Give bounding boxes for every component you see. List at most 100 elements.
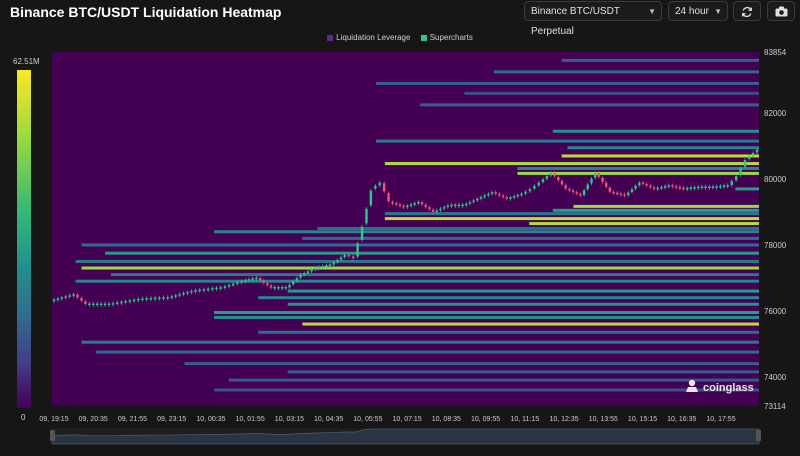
candle-body: [689, 187, 693, 190]
candle-body: [317, 266, 321, 269]
candle-body: [586, 184, 589, 190]
candle-body: [310, 269, 313, 272]
y-tick-label: 76000: [764, 307, 787, 316]
candle-body: [347, 254, 350, 257]
candle-body: [457, 204, 461, 207]
candle-body: [251, 278, 254, 280]
liquidation-band: [517, 166, 759, 170]
candle-body: [545, 176, 549, 179]
candle-body: [374, 185, 377, 189]
colorscale-min-label: 0: [21, 413, 26, 422]
candle-body: [141, 298, 144, 300]
liquidation-band: [376, 81, 759, 85]
candle-body: [244, 280, 247, 282]
y-tick-label: 78000: [764, 241, 787, 250]
liquidation-band: [317, 226, 759, 230]
candle-body: [641, 182, 645, 184]
candle-body: [291, 281, 295, 285]
liquidation-band: [214, 315, 760, 319]
refresh-button[interactable]: [733, 1, 761, 21]
candle-body: [715, 186, 718, 188]
chevron-down-icon: ▼: [648, 7, 656, 16]
candle-body: [533, 185, 536, 189]
x-tick-label: 10, 05:55: [353, 416, 382, 423]
candle-body: [553, 172, 556, 177]
candle-body: [378, 182, 381, 186]
candle-body: [413, 203, 416, 205]
candle-body: [240, 281, 243, 283]
candle-body: [674, 186, 678, 188]
candle-body: [365, 208, 368, 224]
candle-body: [704, 186, 707, 189]
liquidation-band: [110, 273, 759, 277]
candle-body: [402, 205, 405, 208]
liquidation-band: [105, 251, 759, 255]
candle-body: [162, 297, 165, 299]
liquidation-band: [573, 204, 759, 208]
screenshot-button[interactable]: [767, 1, 795, 21]
candle-body: [472, 200, 475, 203]
legend-item-liquidation-leverage[interactable]: Liquidation Leverage: [327, 33, 410, 42]
candle-body: [439, 208, 442, 211]
candle-body: [88, 303, 91, 306]
y-tick-label: 83854: [764, 48, 787, 57]
x-tick-label: 10, 00:35: [196, 416, 225, 423]
legend-item-supercharts[interactable]: Supercharts: [420, 33, 473, 42]
candle-body: [549, 172, 553, 176]
candle-body: [708, 186, 711, 189]
candle-body: [739, 168, 742, 175]
navigator-handle-left[interactable]: [50, 430, 55, 441]
candle-body: [328, 264, 332, 266]
liquidation-band: [384, 217, 759, 221]
candle-body: [446, 205, 450, 207]
candle-body: [174, 295, 177, 297]
candle-body: [103, 303, 107, 306]
candle-body: [288, 284, 291, 288]
candle-body: [483, 195, 486, 198]
liquidation-band: [287, 289, 759, 293]
liquidation-band: [552, 129, 759, 133]
candle-body: [719, 185, 722, 188]
candle-body: [608, 187, 612, 192]
candle-body: [597, 172, 601, 177]
x-tick-label: 10, 17:55: [706, 416, 735, 423]
candle-body: [387, 193, 390, 202]
liquidation-band: [384, 212, 759, 216]
candle-body: [255, 277, 258, 280]
candle-body: [649, 185, 652, 188]
candle-body: [284, 287, 288, 289]
candle-body: [593, 173, 597, 178]
candle-body: [524, 191, 527, 194]
candle-body: [516, 194, 520, 197]
candle-body: [442, 207, 446, 209]
camera-icon: [775, 6, 787, 17]
candle-body: [571, 190, 575, 193]
liquidation-band: [228, 378, 759, 382]
liquidation-band: [561, 58, 759, 62]
candle-body: [325, 265, 328, 267]
candle-body: [743, 160, 747, 167]
range-select[interactable]: 24 hour ▼: [668, 1, 728, 21]
candle-body: [360, 226, 364, 241]
candle-body: [575, 192, 578, 194]
x-tick-label: 10, 13:55: [589, 416, 618, 423]
candle-body: [198, 289, 201, 292]
liquidation-band: [81, 243, 760, 247]
y-tick-label: 80000: [764, 175, 787, 184]
candle-body: [465, 203, 468, 206]
candle-body: [476, 198, 479, 201]
candle-body: [76, 294, 79, 298]
chart-legend: Liquidation Leverage Supercharts: [0, 33, 800, 42]
x-tick-label: 09, 19:15: [39, 416, 68, 423]
navigator-handle-right[interactable]: [756, 430, 761, 441]
candle-body: [219, 287, 222, 289]
candle-body: [352, 256, 355, 259]
page-title: Binance BTC/USDT Liquidation Heatmap: [10, 4, 282, 20]
candle-body: [356, 243, 359, 257]
candle-body: [149, 297, 153, 300]
pair-select[interactable]: Binance BTC/USDT Perpetual ▼: [524, 1, 662, 37]
legend-swatch: [327, 34, 334, 41]
candle-body: [280, 287, 284, 289]
candle-body: [711, 186, 715, 189]
